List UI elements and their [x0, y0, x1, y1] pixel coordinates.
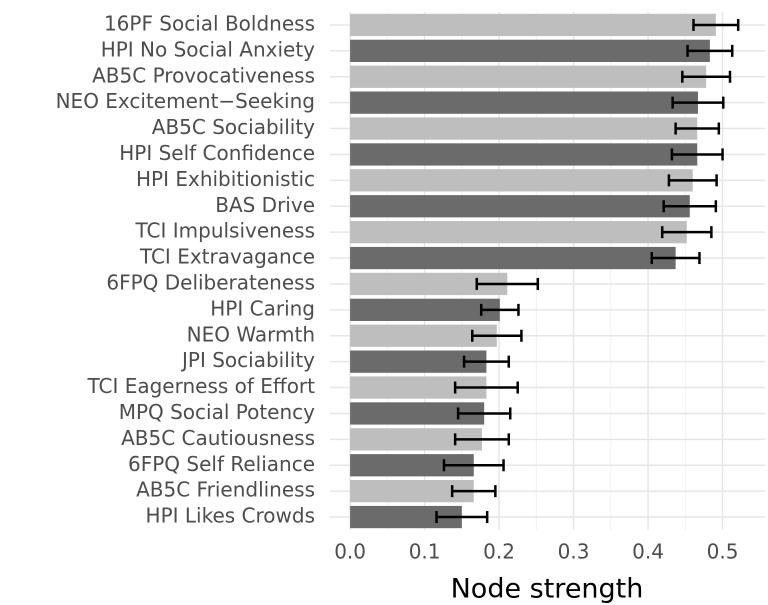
- y-tick-label: JPI Sociability: [180, 348, 315, 372]
- bar: [350, 324, 497, 347]
- error-bar: [692, 18, 740, 31]
- bar: [350, 505, 462, 529]
- bar: [350, 195, 690, 218]
- bar: [350, 480, 474, 503]
- error-bar: [674, 122, 721, 135]
- bar: [350, 376, 487, 399]
- y-tick-label: HPI Caring: [210, 296, 315, 320]
- bar: [350, 143, 698, 166]
- bar: [350, 91, 698, 114]
- bar: [350, 350, 487, 373]
- x-axis-title: Node strength: [451, 574, 644, 605]
- x-tick-label: 0.4: [632, 540, 664, 564]
- error-bar: [670, 148, 724, 161]
- x-tick-label: 0.1: [409, 540, 441, 564]
- y-tick-label: AB5C Provocativeness: [92, 63, 315, 87]
- y-tick-label: TCI Extravagance: [139, 245, 315, 269]
- error-bar: [462, 355, 511, 368]
- y-tick-label: NEO Excitement−Seeking: [56, 89, 315, 113]
- y-tick-label: TCI Eagerness of Effort: [86, 374, 315, 398]
- y-tick-label: 16PF Social Boldness: [104, 11, 315, 35]
- y-tick-label: HPI Self Confidence: [119, 141, 315, 165]
- error-bar: [662, 200, 718, 213]
- y-tick-label: AB5C Cautiousness: [121, 426, 315, 450]
- error-bar: [453, 433, 511, 446]
- error-bar: [475, 277, 540, 290]
- bar: [350, 39, 710, 62]
- error-bar: [650, 252, 701, 265]
- bar: [350, 221, 687, 244]
- bar: [350, 65, 707, 88]
- bar: [350, 428, 482, 451]
- x-tick-label: 0.2: [483, 540, 515, 564]
- bar: [350, 272, 508, 296]
- y-tick-label: TCI Impulsiveness: [134, 219, 315, 243]
- bar: [350, 169, 693, 192]
- error-bar: [479, 303, 520, 316]
- x-tick-label: 0.3: [558, 540, 590, 564]
- error-bar: [681, 70, 732, 83]
- error-bar: [660, 226, 713, 239]
- y-tick-label: NEO Warmth: [187, 322, 315, 346]
- y-tick-label: 6FPQ Deliberateness: [106, 270, 315, 294]
- x-tick-label: 0.5: [707, 540, 739, 564]
- y-tick-label: HPI Exhibitionistic: [136, 167, 315, 191]
- error-bar: [671, 96, 725, 109]
- y-tick-label: MPQ Social Potency: [119, 400, 315, 424]
- x-tick-label: 0.0: [334, 540, 366, 564]
- y-tick-label: AB5C Sociability: [152, 115, 315, 139]
- y-tick-label: 6FPQ Self Reliance: [128, 452, 315, 476]
- error-bar: [453, 381, 519, 394]
- y-tick-label: BAS Drive: [215, 193, 315, 217]
- bar: [350, 117, 698, 140]
- bar: [350, 246, 676, 270]
- bar: [350, 13, 716, 37]
- error-bar: [686, 44, 734, 57]
- error-bar: [442, 459, 505, 472]
- y-tick-label: HPI No Social Anxiety: [101, 37, 315, 61]
- error-bar: [456, 407, 512, 420]
- bar: [350, 298, 500, 321]
- error-bar: [471, 329, 523, 342]
- y-tick-label: HPI Likes Crowds: [146, 504, 315, 528]
- bar: [350, 402, 485, 425]
- error-bar: [435, 511, 489, 524]
- error-bar: [450, 485, 497, 498]
- error-bar: [667, 174, 718, 187]
- y-tick-label: AB5C Friendliness: [136, 478, 315, 502]
